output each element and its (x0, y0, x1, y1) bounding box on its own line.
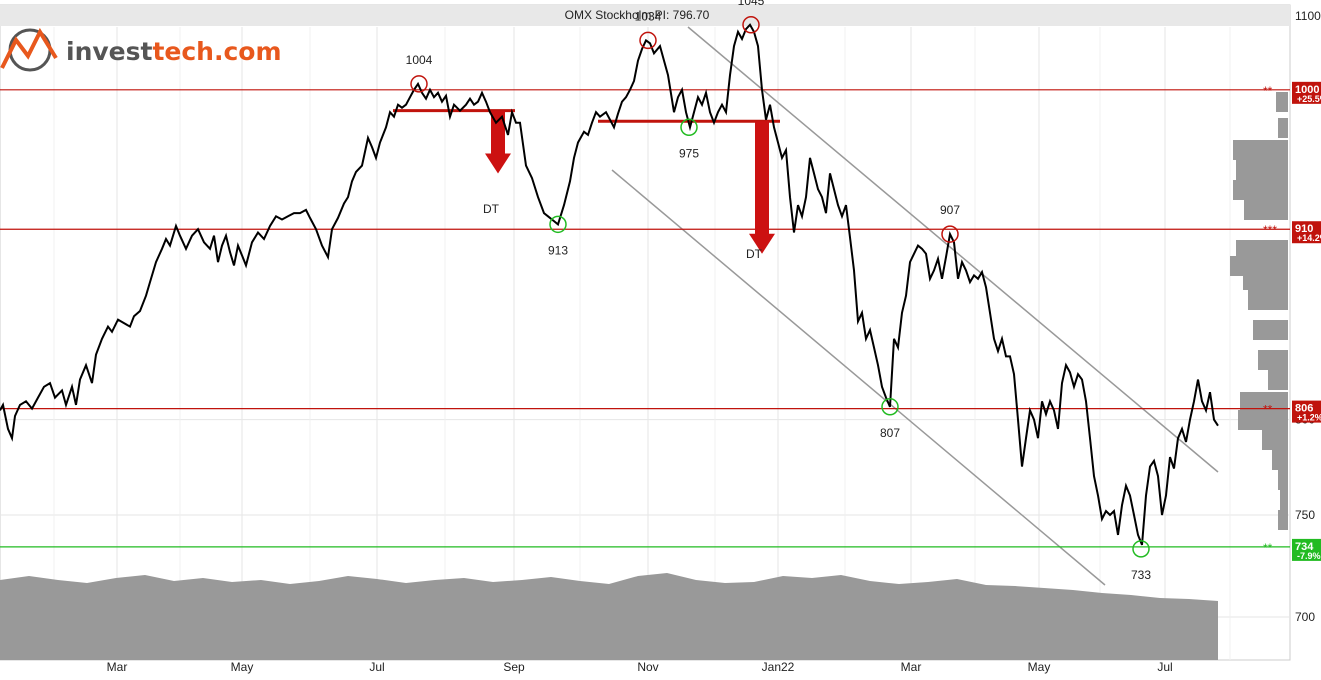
peak-label: 1045 (738, 0, 765, 8)
logo-text-part2: tech.com (152, 37, 281, 66)
pattern-markers: DT DT (393, 109, 780, 261)
level-price-label: 806 (1295, 403, 1313, 415)
peak-label: 907 (940, 203, 960, 217)
volume-profile-bar (1262, 430, 1288, 450)
level-price-labels: ** 1000+25.5% *** 910+14.2% ** 806+1.2% ** 734-… (1263, 81, 1321, 561)
volume-profile-bar (1240, 392, 1288, 412)
peak-label: 1004 (406, 53, 433, 67)
plot-area (0, 4, 1291, 661)
y-tick-label: 700 (1295, 610, 1315, 624)
x-tick-label: Mar (901, 660, 922, 674)
trend-channel (611, 26, 1219, 586)
x-tick-label: Jul (369, 660, 384, 674)
y-tick-label: 1100 (1295, 9, 1321, 23)
x-axis-ticks: Mar May Jul Sep Nov Jan22 Mar May Jul (107, 660, 1173, 674)
volume-profile-bar (1236, 160, 1288, 180)
level-stars: ** (1263, 84, 1273, 98)
grid (0, 27, 1290, 660)
down-arrow-icon (749, 121, 775, 254)
peak-circle (680, 118, 698, 137)
volume-profile-bar (1280, 490, 1288, 510)
pattern-label: DT (746, 247, 763, 261)
peak-label: 733 (1131, 568, 1151, 582)
logo-text-part1: invest (66, 37, 152, 66)
volume-profile-bar (1233, 180, 1288, 200)
chart-title: OMX Stockholm PI: 796.70 (565, 8, 710, 22)
channel-lower-line (611, 169, 1106, 586)
level-price-tag (1292, 221, 1321, 244)
peak-circle (941, 225, 959, 243)
volume-profile (1230, 92, 1288, 530)
peak-label: 807 (880, 426, 900, 440)
volume-profile-bar (1276, 92, 1288, 112)
level-stars: *** (1263, 223, 1277, 237)
level-stars: ** (1263, 403, 1273, 417)
volume-profile-bar (1236, 240, 1288, 260)
peak-circle (742, 16, 760, 34)
level-price-label: 1000 (1295, 84, 1319, 96)
volume-profile-bar (1248, 290, 1288, 310)
support-resistance-levels (0, 89, 1290, 548)
investtech-logo: investtech.com (0, 27, 282, 72)
x-tick-label: Nov (637, 660, 658, 674)
title-bar (0, 5, 1290, 26)
y-tick-label: 750 (1295, 508, 1315, 522)
logo-zigzag-icon (0, 27, 58, 69)
volume-profile-bar (1272, 450, 1288, 470)
level-price-label: 910 (1295, 223, 1313, 235)
volume-area (0, 573, 1218, 660)
price-line (0, 23, 1219, 546)
peak-circle (881, 398, 899, 416)
level-price-tag (1292, 538, 1321, 561)
peak-circle (639, 31, 657, 50)
peak-label: 975 (679, 146, 699, 160)
x-tick-label: May (1028, 660, 1051, 674)
level-change-label: +25.5% (1297, 94, 1321, 104)
volume-profile-bar (1278, 470, 1288, 490)
volume-profile-bar (1268, 370, 1288, 390)
volume-profile-bar (1244, 200, 1288, 220)
peak-circle (549, 215, 567, 234)
x-tick-label: Mar (107, 660, 128, 674)
logo-text: investtech.com (66, 37, 282, 66)
volume-shape (0, 573, 1218, 660)
level-change-label: -7.9% (1297, 551, 1321, 561)
level-change-label: +14.2% (1297, 233, 1321, 243)
level-stars: ** (1263, 541, 1273, 555)
x-tick-label: Sep (503, 660, 525, 674)
volume-profile-bar (1243, 270, 1288, 290)
peak-label: 1034 (635, 9, 662, 23)
pattern-label: DT (483, 202, 500, 216)
volume-profile-bar (1278, 510, 1288, 530)
channel-upper-line (687, 26, 1219, 473)
volume-profile-bar (1278, 118, 1288, 138)
peak-circle (1132, 540, 1150, 558)
level-price-label: 734 (1295, 541, 1314, 553)
peak-markers: 1004 1034 1045 907 913 975 807 733 (406, 0, 1152, 582)
peak-label: 913 (548, 243, 568, 257)
level-price-tag (1292, 400, 1321, 423)
volume-profile-bar (1253, 320, 1288, 340)
volume-profile-bar (1258, 350, 1288, 370)
volume-profile-bar (1233, 140, 1288, 160)
x-tick-label: May (231, 660, 254, 674)
x-tick-label: Jan22 (762, 660, 795, 674)
level-change-label: +1.2% (1297, 413, 1321, 423)
volume-profile-bar (1238, 410, 1288, 430)
x-tick-label: Jul (1157, 660, 1172, 674)
peak-circle (410, 75, 428, 93)
level-price-tag (1292, 81, 1321, 104)
